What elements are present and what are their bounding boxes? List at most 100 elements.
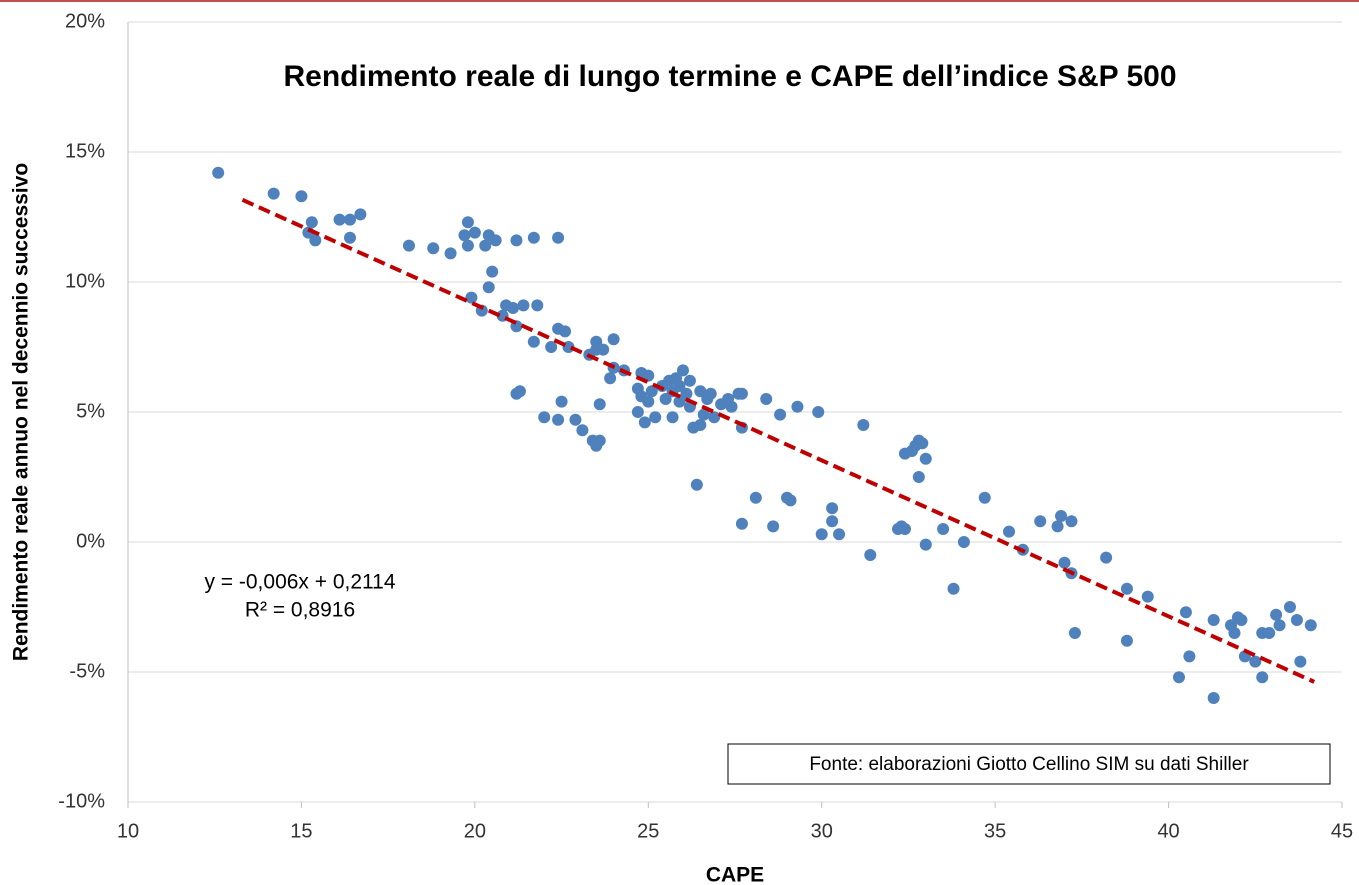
point — [531, 299, 544, 312]
point — [1207, 614, 1220, 626]
point — [898, 523, 911, 535]
y-tick-label: -10% — [58, 790, 105, 812]
point — [957, 536, 970, 548]
point — [767, 520, 780, 533]
point — [1249, 655, 1262, 668]
point — [309, 234, 322, 247]
point — [680, 387, 693, 400]
point — [673, 380, 686, 392]
y-axis-label: Rendimento reale annuo nel decennio succ… — [10, 163, 33, 661]
point — [527, 335, 540, 348]
point — [343, 213, 356, 226]
point — [815, 528, 828, 541]
point — [468, 226, 481, 239]
point — [708, 411, 721, 424]
point — [1068, 627, 1081, 639]
point — [916, 437, 929, 450]
x-tick-label: 20 — [464, 820, 486, 842]
point — [1290, 614, 1303, 626]
x-tick-label: 35 — [984, 820, 1006, 842]
point — [555, 395, 568, 408]
point — [343, 231, 356, 244]
point — [295, 190, 308, 203]
point — [1207, 692, 1220, 704]
point — [458, 229, 471, 242]
point — [593, 434, 606, 447]
chart-title: Rendimento reale di lungo termine e CAPE… — [283, 60, 1176, 93]
point — [864, 549, 877, 561]
point — [552, 231, 565, 244]
point — [683, 374, 696, 387]
point — [635, 390, 648, 403]
point — [604, 372, 617, 385]
y-tick-label: 20% — [65, 10, 105, 32]
point — [774, 408, 787, 421]
equation: y = -0,006x + 0,2114 — [204, 571, 395, 594]
point — [659, 393, 672, 405]
point — [690, 478, 703, 491]
point — [1065, 515, 1078, 528]
point — [937, 523, 950, 535]
x-axis-label: CAPE — [706, 864, 764, 885]
point — [735, 387, 748, 400]
point — [1256, 671, 1269, 684]
point — [833, 528, 846, 541]
point — [576, 424, 589, 437]
point — [569, 413, 582, 426]
point — [513, 385, 526, 398]
point — [1100, 551, 1113, 564]
point — [545, 341, 558, 353]
point — [666, 411, 679, 424]
y-tick-label: -5% — [69, 660, 105, 682]
x-tick-label: 15 — [290, 820, 312, 842]
point — [1120, 582, 1133, 595]
point — [676, 364, 689, 377]
point — [638, 416, 651, 429]
point — [631, 406, 644, 418]
trendline — [241, 198, 1316, 684]
point — [1228, 627, 1241, 639]
point — [461, 216, 474, 229]
point — [1283, 601, 1296, 613]
y-tick-label: 15% — [65, 140, 105, 162]
point — [947, 582, 960, 595]
point — [1235, 614, 1248, 626]
point — [1120, 634, 1133, 647]
point — [527, 231, 540, 244]
source: Fonte: elaborazioni Giotto Cellino SIM s… — [809, 754, 1249, 775]
point — [1179, 606, 1192, 619]
point — [1058, 556, 1071, 569]
point — [354, 208, 367, 221]
x-tick-label: 10 — [117, 820, 139, 842]
y-tick-label: 10% — [65, 270, 105, 292]
point — [510, 234, 523, 247]
point — [645, 385, 658, 398]
x-tick-label: 40 — [1157, 820, 1179, 842]
point — [427, 242, 440, 255]
point — [1263, 627, 1276, 639]
point — [760, 393, 773, 405]
point — [1304, 619, 1317, 632]
point — [1055, 510, 1068, 522]
point — [607, 333, 620, 346]
point — [697, 408, 710, 421]
point — [212, 166, 225, 179]
point — [784, 494, 797, 507]
point — [912, 471, 925, 483]
point — [444, 247, 457, 260]
point — [1003, 525, 1016, 538]
point — [978, 491, 991, 504]
point — [333, 213, 346, 226]
x-tick-label: 45 — [1331, 820, 1353, 842]
point — [461, 239, 474, 252]
point — [1294, 655, 1307, 668]
point — [673, 395, 686, 408]
point — [1270, 608, 1283, 621]
point — [1273, 619, 1286, 632]
point — [1183, 650, 1196, 663]
point — [749, 491, 762, 504]
point — [642, 369, 655, 382]
point — [694, 385, 707, 398]
point — [517, 299, 530, 312]
